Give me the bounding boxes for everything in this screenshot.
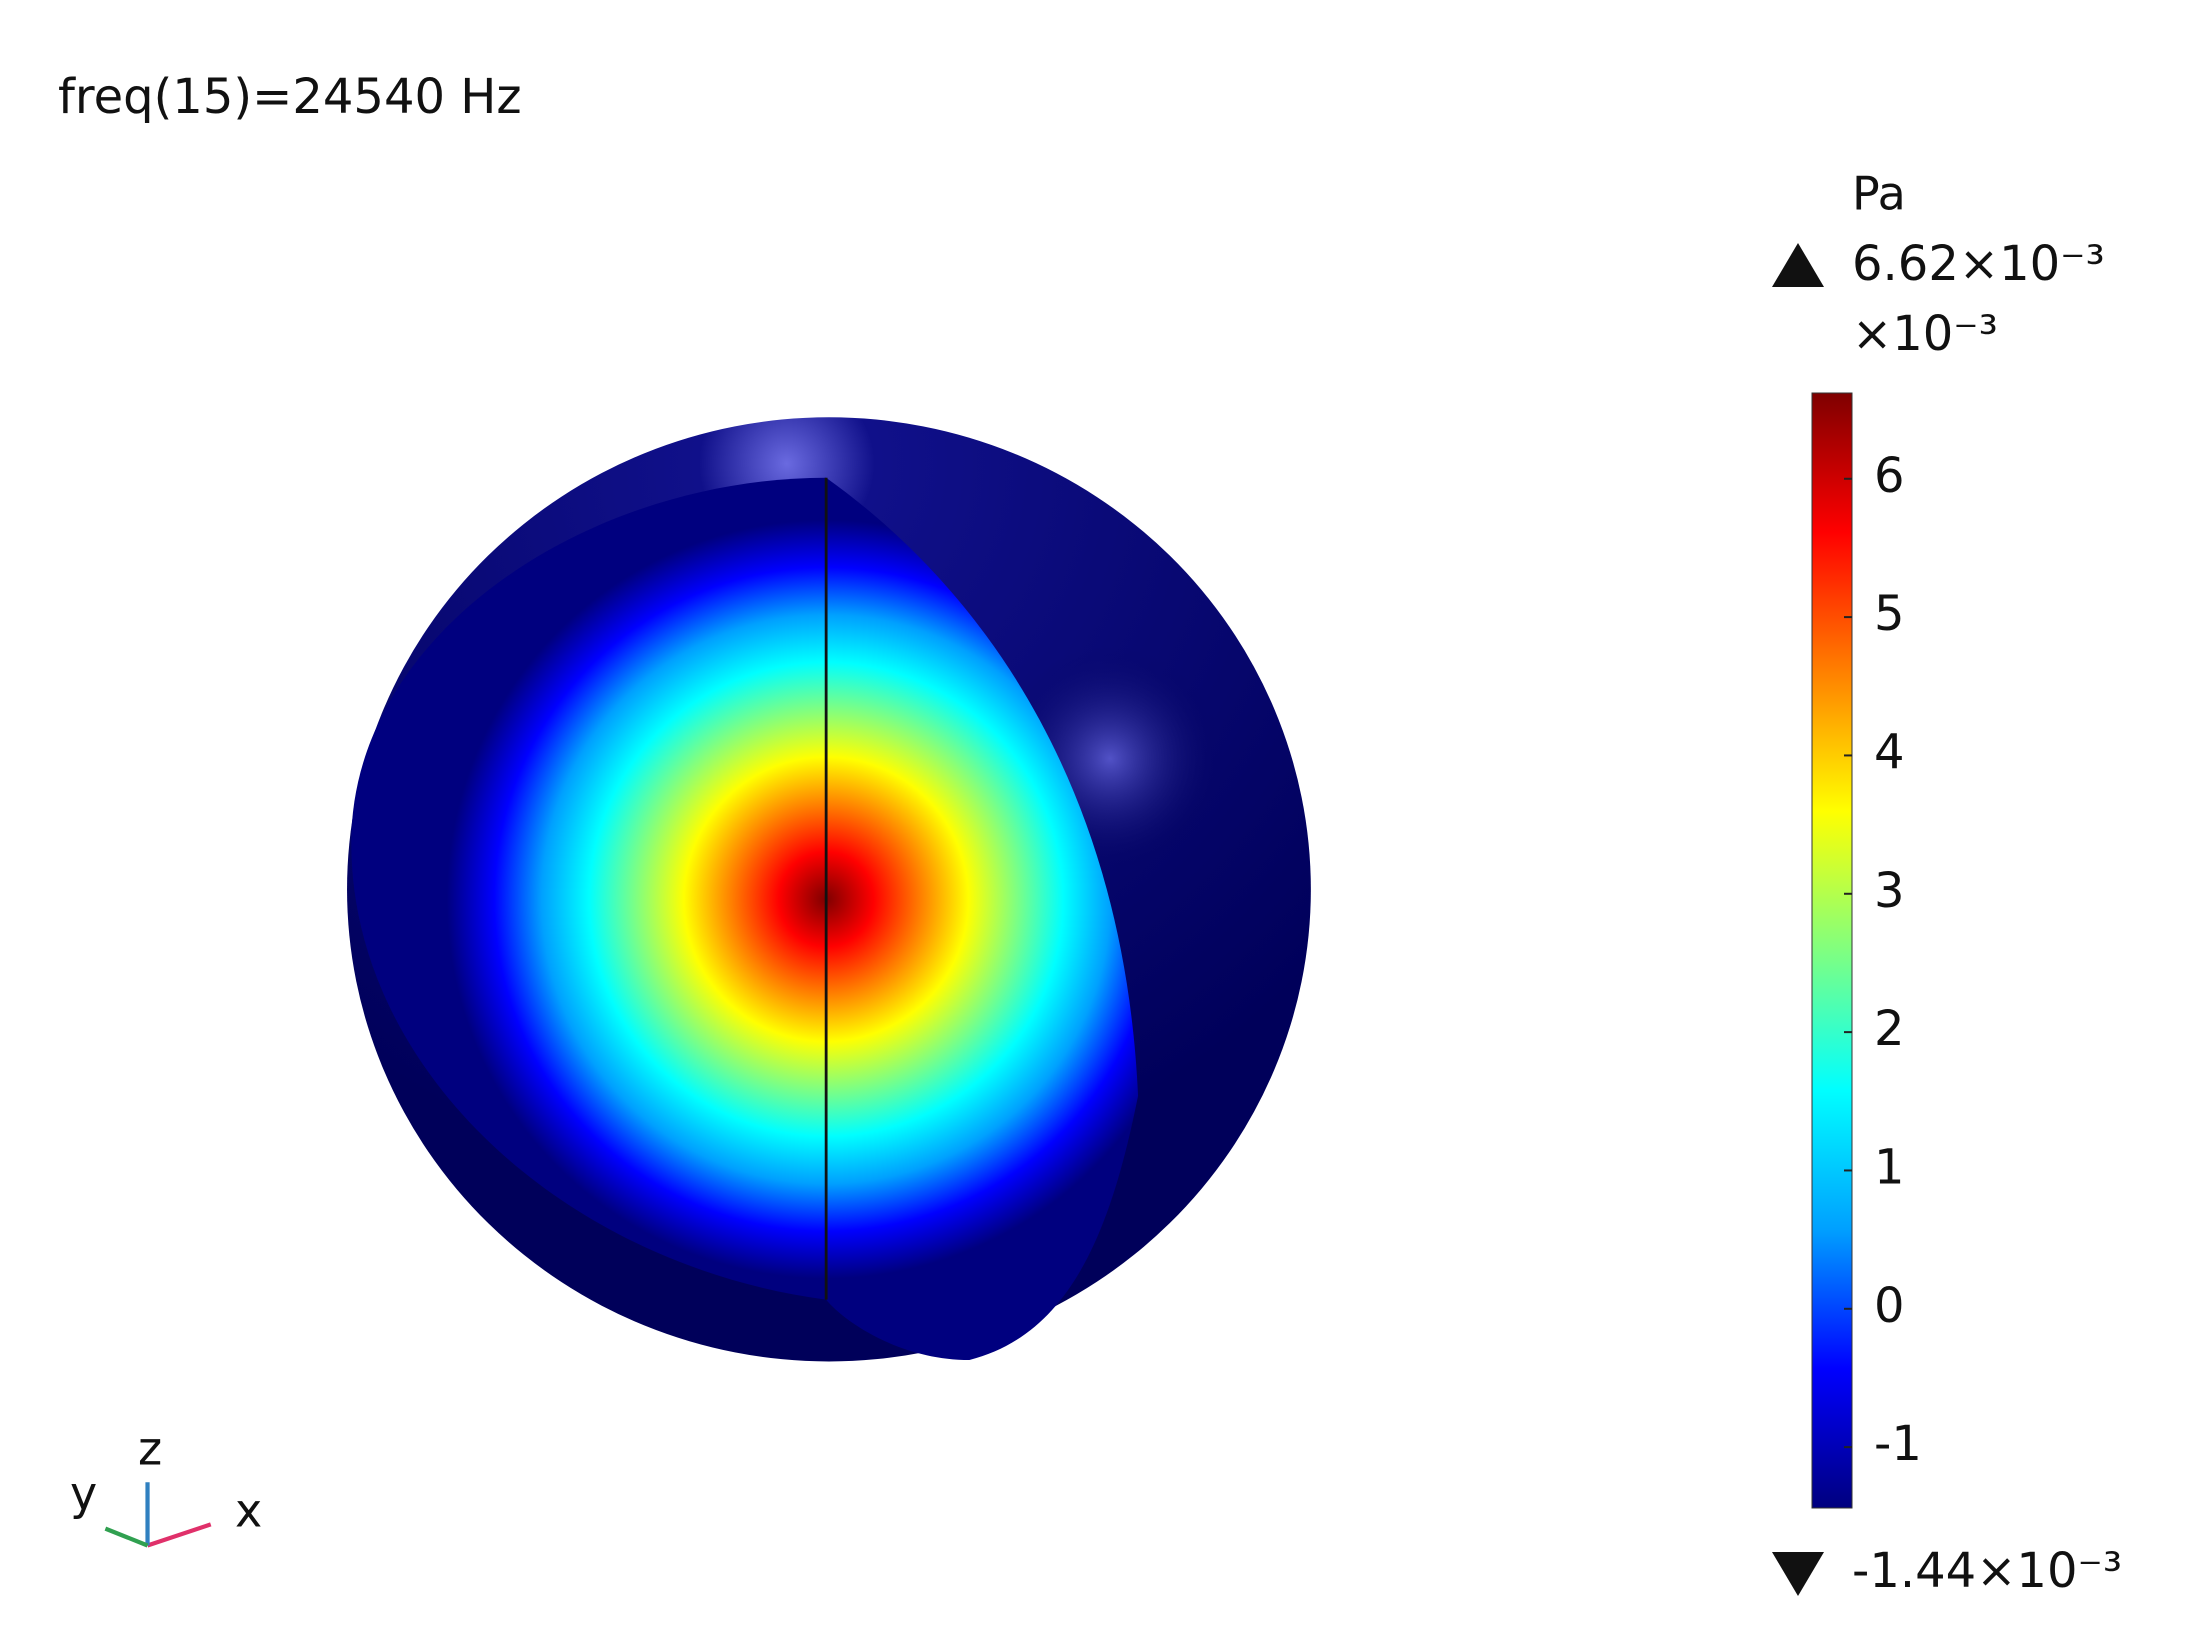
tick-label: 3 bbox=[1874, 863, 1905, 919]
tick-label: 5 bbox=[1874, 586, 1905, 642]
axis-label-z: z bbox=[138, 1422, 162, 1476]
tick-label: 0 bbox=[1874, 1278, 1905, 1334]
tick-label: 4 bbox=[1874, 724, 1905, 780]
min-marker bbox=[1772, 1552, 1824, 1596]
min-label: -1.44×10⁻³ bbox=[1852, 1543, 2122, 1599]
colorbar bbox=[1811, 392, 1853, 1509]
tick-label: -1 bbox=[1874, 1416, 1922, 1472]
max-marker bbox=[1772, 243, 1824, 287]
axis-label-y: y bbox=[70, 1467, 97, 1521]
tick-label: 2 bbox=[1874, 1001, 1905, 1057]
axis-triad bbox=[104, 1482, 212, 1548]
sphere bbox=[104, 417, 1311, 1548]
unit-label: Pa bbox=[1852, 167, 1906, 221]
multiplier-label: ×10⁻³ bbox=[1852, 306, 1998, 362]
max-label: 6.62×10⁻³ bbox=[1852, 236, 2105, 292]
tick-label: 1 bbox=[1874, 1139, 1905, 1195]
cut-face-left bbox=[351, 477, 827, 1300]
cut-face-right bbox=[826, 477, 1139, 1361]
title: freq(15)=24540 Hz bbox=[58, 69, 522, 125]
tick-label: 6 bbox=[1874, 448, 1905, 504]
axis-label-x: x bbox=[235, 1484, 262, 1538]
